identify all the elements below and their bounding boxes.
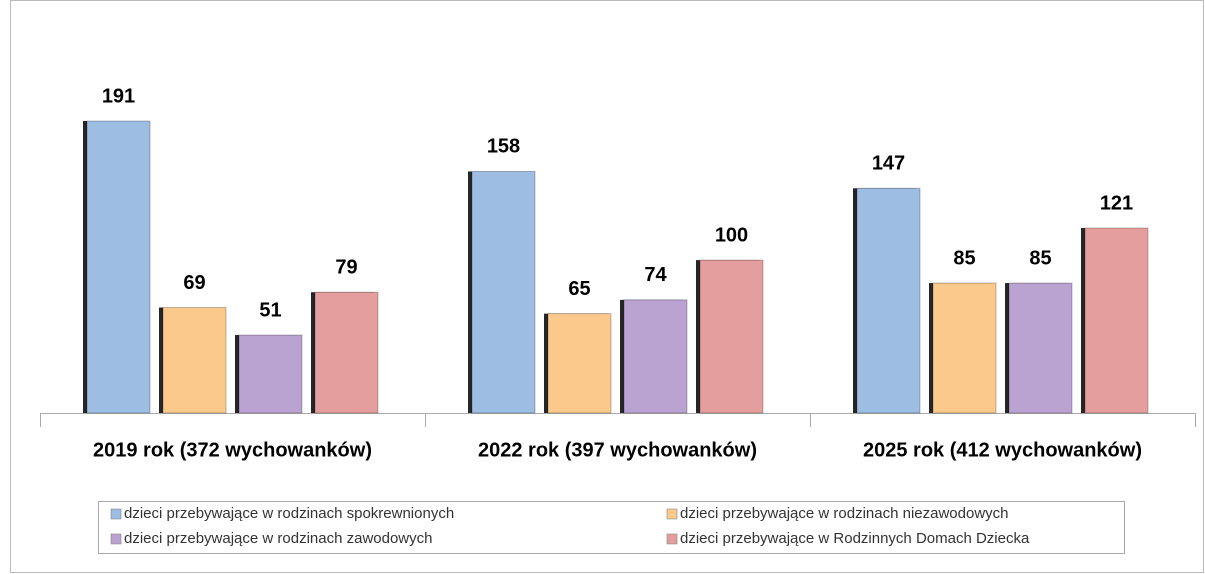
value-label: 51 <box>259 299 281 321</box>
bar <box>471 170 536 414</box>
legend-box <box>98 501 1125 554</box>
legend-label: dzieci przebywające w rodzinach niezawod… <box>680 505 1009 522</box>
bar <box>86 120 151 414</box>
value-label: 69 <box>183 272 205 294</box>
chart-frame <box>10 0 1204 573</box>
bar <box>1008 282 1073 414</box>
value-label: 74 <box>644 264 667 286</box>
value-label: 100 <box>715 224 748 246</box>
bar <box>238 334 303 414</box>
bar <box>547 313 612 414</box>
legend-swatch <box>666 508 678 520</box>
value-label: 65 <box>568 278 590 300</box>
value-label: 85 <box>1029 247 1051 269</box>
x-tick-label: 2019 rok (372 wychowanków) <box>93 439 372 461</box>
value-label: 85 <box>953 247 975 269</box>
legend-swatch <box>110 533 122 545</box>
value-label: 147 <box>872 153 905 175</box>
legend-label: dzieci przebywające w Rodzinnych Domach … <box>680 530 1030 547</box>
value-label: 121 <box>1100 192 1133 214</box>
bar <box>1084 227 1149 414</box>
bar <box>932 282 997 414</box>
bar <box>699 259 764 414</box>
x-tick-label: 2025 rok (412 wychowanków) <box>863 439 1142 461</box>
bar <box>856 187 921 414</box>
value-label: 158 <box>487 136 520 158</box>
value-label: 191 <box>102 85 135 107</box>
bar <box>314 291 379 414</box>
value-label: 79 <box>335 257 357 279</box>
legend-label: dzieci przebywające w rodzinach spokrewn… <box>124 505 454 522</box>
legend-label: dzieci przebywające w rodzinach zawodowy… <box>124 530 432 547</box>
bar <box>162 307 227 414</box>
bar <box>623 299 688 414</box>
legend-swatch <box>666 533 678 545</box>
x-tick-label: 2022 rok (397 wychowanków) <box>478 439 757 461</box>
legend-swatch <box>110 508 122 520</box>
